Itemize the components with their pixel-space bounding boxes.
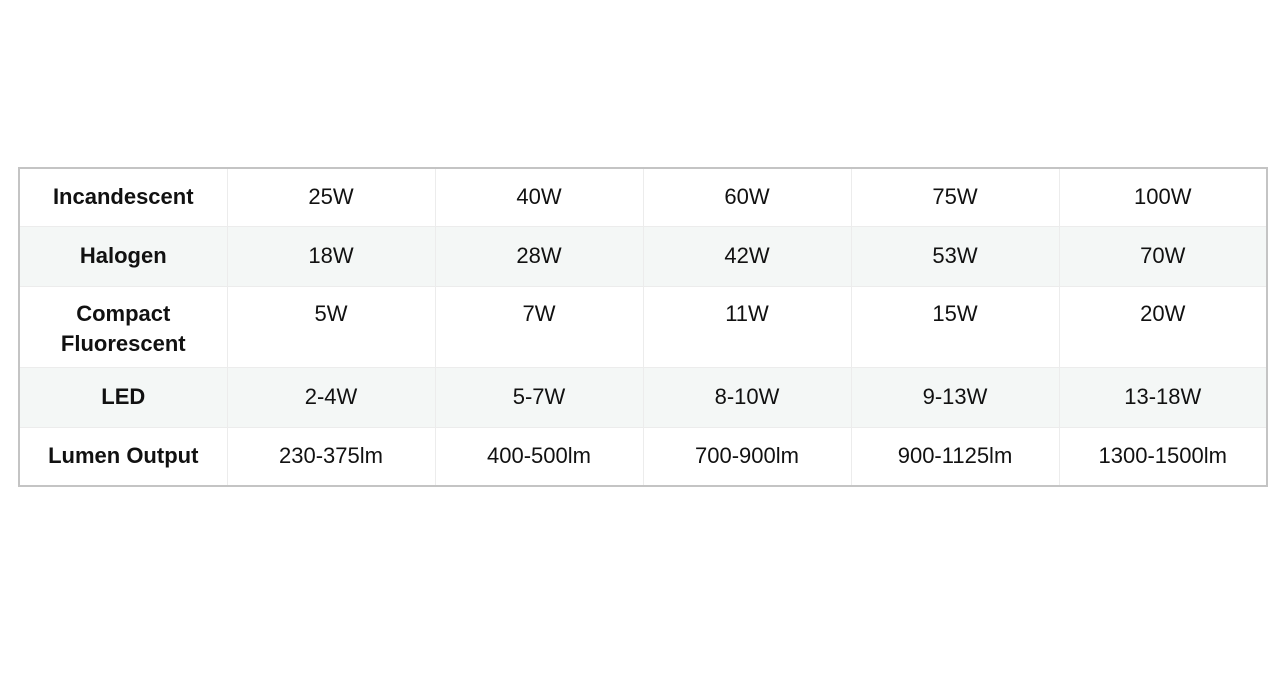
table-cell: 400-500lm	[434, 426, 644, 487]
table-cell: 28W	[434, 225, 644, 287]
table-cell: 900-1125lm	[850, 426, 1060, 487]
table-cell: 75W	[850, 167, 1060, 227]
table-cell: 1300-1500lm	[1058, 426, 1268, 487]
table-row: Incandescent 25W 40W 60W 75W 100W	[18, 167, 1268, 227]
table-cell: 11W	[642, 285, 852, 368]
table-cell: 42W	[642, 225, 852, 287]
table-cell: 13-18W	[1058, 366, 1268, 428]
table-cell: 2-4W	[226, 366, 436, 428]
table-cell: 700-900lm	[642, 426, 852, 487]
row-header: Compact Fluorescent	[18, 285, 228, 368]
table-cell: 70W	[1058, 225, 1268, 287]
table-cell: 60W	[642, 167, 852, 227]
row-header: Halogen	[18, 225, 228, 287]
table-cell: 9-13W	[850, 366, 1060, 428]
table-cell: 20W	[1058, 285, 1268, 368]
table-cell: 5W	[226, 285, 436, 368]
table-cell: 53W	[850, 225, 1060, 287]
bulb-wattage-table: Incandescent 25W 40W 60W 75W 100W Halogen 18W 28…	[18, 167, 1268, 487]
table-row: Lumen Output 230-375lm 400-500lm 700-900lm 9…	[18, 426, 1268, 487]
table-cell: 7W	[434, 285, 644, 368]
table-cell: 40W	[434, 167, 644, 227]
table-cell: 100W	[1058, 167, 1268, 227]
row-header: LED	[18, 366, 228, 428]
table-cell: 15W	[850, 285, 1060, 368]
table-cell: 230-375lm	[226, 426, 436, 487]
table-cell: 8-10W	[642, 366, 852, 428]
row-header: Lumen Output	[18, 426, 228, 487]
table-row: Compact Fluorescent 5W 7W 11W 15W 20W	[18, 285, 1268, 368]
table-row: LED 2-4W 5-7W 8-10W 9-13W 13-18W	[18, 366, 1268, 428]
table-cell: 18W	[226, 225, 436, 287]
table-row: Halogen 18W 28W 42W 53W 70W	[18, 225, 1268, 287]
table-cell: 5-7W	[434, 366, 644, 428]
table-cell: 25W	[226, 167, 436, 227]
row-header: Incandescent	[18, 167, 228, 227]
